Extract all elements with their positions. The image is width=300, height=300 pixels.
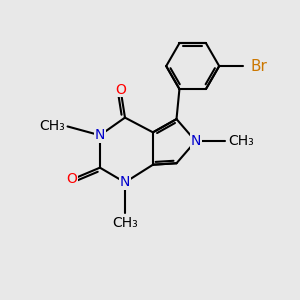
Text: CH₃: CH₃ xyxy=(112,216,138,230)
Text: CH₃: CH₃ xyxy=(228,134,254,148)
Text: O: O xyxy=(67,172,77,186)
Text: N: N xyxy=(95,128,105,142)
Text: CH₃: CH₃ xyxy=(40,119,65,134)
Text: N: N xyxy=(120,176,130,189)
Text: Br: Br xyxy=(250,58,267,74)
Text: O: O xyxy=(115,82,126,97)
Text: N: N xyxy=(190,134,201,148)
